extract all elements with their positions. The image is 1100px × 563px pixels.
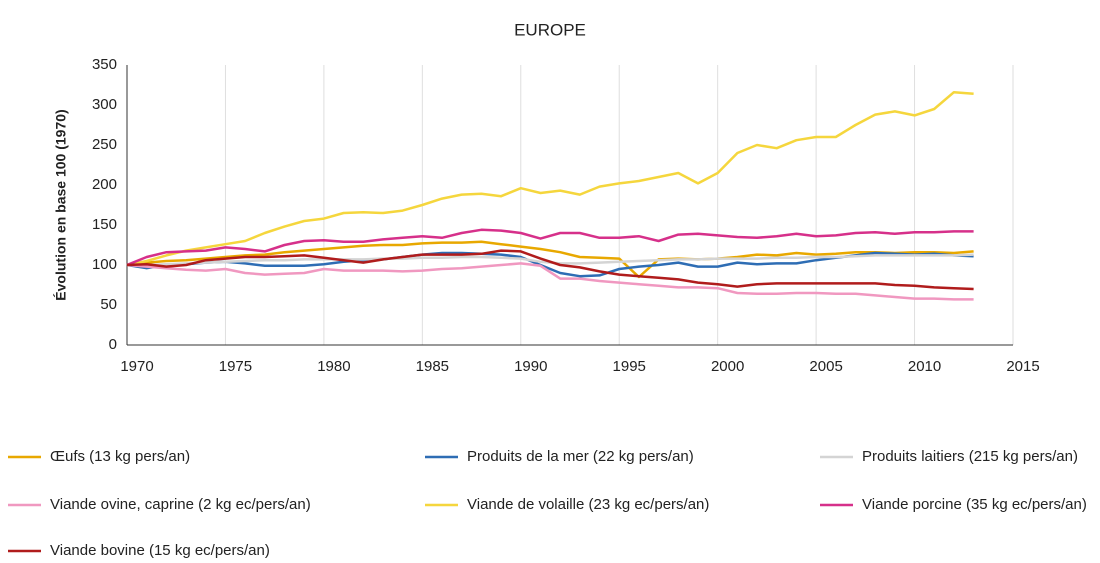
x-tick-label: 1970 (120, 358, 153, 375)
x-tick-label: 1980 (317, 358, 350, 375)
legend-label: Viande ovine, caprine (2 kg ec/pers/an) (50, 496, 311, 513)
legend-label: Produits de la mer (22 kg pers/an) (467, 448, 694, 465)
legend-label: Viande porcine (35 kg ec/pers/an) (862, 496, 1087, 513)
y-axis-title: Évolution en base 100 (1970) (53, 109, 69, 300)
series-line (126, 90, 974, 267)
y-tick-label: 200 (92, 176, 117, 193)
x-tick-label: 2000 (711, 358, 744, 375)
y-tick-label: 0 (109, 336, 117, 353)
y-tick-label: 150 (92, 216, 117, 233)
x-tick-label: 1990 (514, 358, 547, 375)
x-tick-label: 1995 (613, 358, 646, 375)
legend-label: Œufs (13 kg pers/an) (50, 448, 190, 465)
series-line (126, 228, 974, 267)
y-tick-label: 250 (92, 136, 117, 153)
x-tick-label: 1975 (219, 358, 252, 375)
y-tick-label: 100 (92, 256, 117, 273)
legend-label: Viande de volaille (23 kg ec/pers/an) (467, 496, 709, 513)
y-tick-label: 50 (100, 296, 117, 313)
series-line (126, 249, 974, 291)
y-tick-label: 300 (92, 96, 117, 113)
legend-label: Produits laitiers (215 kg pers/an) (862, 448, 1078, 465)
x-tick-label: 2005 (809, 358, 842, 375)
chart-title: EUROPE (514, 20, 586, 39)
x-tick-label: 2010 (908, 358, 941, 375)
series-line (126, 262, 974, 301)
y-tick-label: 350 (92, 56, 117, 73)
x-tick-label: 2015 (1006, 358, 1039, 375)
x-tick-label: 1985 (416, 358, 449, 375)
legend-label: Viande bovine (15 kg ec/pers/an) (50, 542, 270, 559)
series-line (126, 240, 974, 279)
